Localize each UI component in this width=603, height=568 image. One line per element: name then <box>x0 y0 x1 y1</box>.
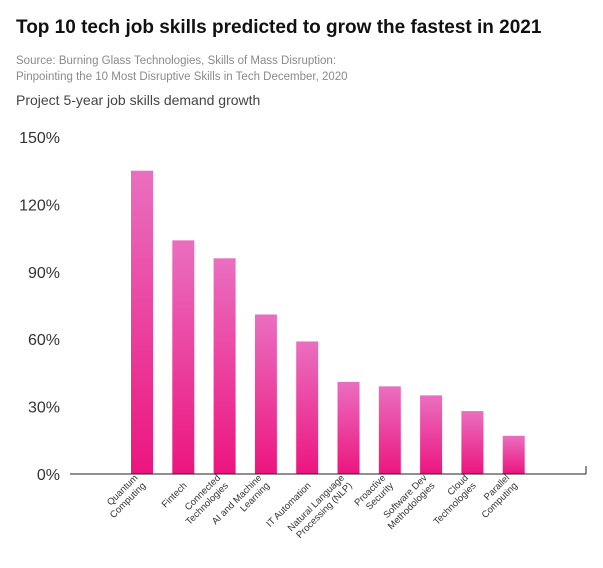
y-tick-label: 60% <box>28 332 60 349</box>
bar <box>420 395 443 474</box>
y-axis: 0% 30% 60% 90% 120% 150% <box>19 130 60 484</box>
bar <box>378 386 401 474</box>
bar <box>296 341 319 474</box>
chart-title: Top 10 tech job skills predicted to grow… <box>16 17 542 38</box>
bars <box>131 170 525 474</box>
bar <box>172 240 195 474</box>
y-axis-title: Project 5-year job skills demand growth <box>16 92 261 108</box>
bar <box>502 435 525 474</box>
bar <box>213 258 236 474</box>
bar <box>254 314 277 474</box>
y-tick-label: 120% <box>19 197 60 214</box>
y-tick-label: 90% <box>28 265 60 282</box>
bar <box>337 381 360 474</box>
y-tick-label: 150% <box>19 130 60 147</box>
bar <box>131 170 153 474</box>
y-tick-label: 30% <box>28 400 60 417</box>
source-line-1: Source: Burning Glass Technologies, Skil… <box>16 55 337 67</box>
bar <box>461 411 484 474</box>
y-tick-label: 0% <box>37 467 60 484</box>
chart-source: Source: Burning Glass Technologies, Skil… <box>16 53 348 85</box>
source-line-2: Pinpointing the 10 Most Disruptive Skill… <box>16 71 348 83</box>
